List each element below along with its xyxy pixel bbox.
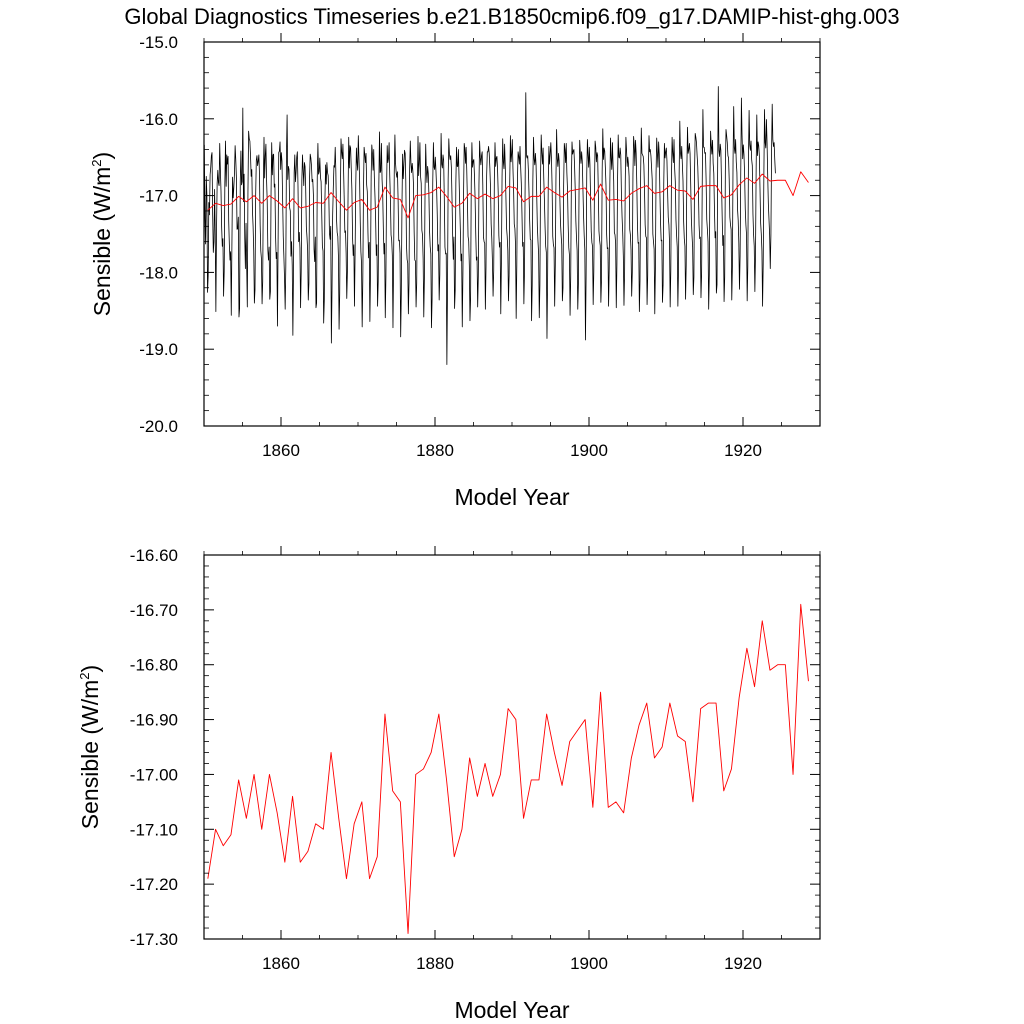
panel-top-y-tick-label: -18.0 (139, 263, 178, 282)
panel-bottom-frame (203, 554, 821, 940)
panel-top-series-group (203, 86, 809, 365)
panel-top-y-axis-label-sup: 2 (89, 159, 104, 166)
panel-top-annual-series-line (207, 171, 809, 219)
panel-top-y-tick-label: -20.0 (139, 417, 178, 436)
panel-top-y-tick-label: -16.0 (139, 110, 178, 129)
panel-bottom-y-tick-label: -16.70 (130, 601, 178, 620)
panel-top-y-tick-label: -17.0 (139, 187, 178, 206)
panel-bottom-x-axis-label: Model Year (454, 997, 569, 1023)
panel-bottom-annual-series-line (207, 603, 809, 934)
panel-bottom-y-axis-label: Sensible (W/m2) (77, 665, 103, 829)
panel-top-x-tick-label: 1880 (416, 441, 454, 460)
panel-bottom-y-tick-label: -17.00 (130, 765, 178, 784)
panel-top-frame (203, 41, 821, 427)
panel-bottom-y-tick-label: -17.10 (130, 820, 178, 839)
panel-bottom-y-tick-label: -17.20 (130, 875, 178, 894)
panel-top: 1860 1880 1900 1920 -20.0 -19.0 -18.0 -17.0 -16.… (89, 33, 821, 510)
panel-bottom: 1860 1880 1900 1920 -17.30 -17.20 -17.10 -17.00… (77, 546, 821, 1023)
panel-top-ticks-group: 1860 1880 1900 1920 -20.0 -19.0 -18.0 -17.0 -16.… (139, 33, 821, 460)
panel-bottom-y-tick-label: -16.60 (130, 546, 178, 565)
panel-top-x-tick-label: 1900 (570, 441, 608, 460)
panel-top-x-tick-label: 1920 (724, 441, 762, 460)
panel-top-x-tick-label: 1860 (262, 441, 300, 460)
panel-bottom-x-tick-label: 1880 (416, 954, 454, 973)
panel-bottom-y-axis-label-sup: 2 (77, 672, 92, 679)
panel-top-y-axis-label-close: ) (89, 152, 115, 160)
panel-bottom-y-tick-label: -16.90 (130, 711, 178, 730)
panel-bottom-series-group (207, 603, 809, 934)
panel-top-y-tick-label: -15.0 (139, 33, 178, 52)
panel-bottom-y-axis-label-main: Sensible (W/m (77, 680, 103, 830)
panel-bottom-x-tick-label: 1900 (570, 954, 608, 973)
panel-bottom-y-tick-label: -17.30 (130, 930, 178, 949)
panel-top-x-axis-label: Model Year (454, 484, 569, 510)
panel-bottom-y-tick-label: -16.80 (130, 656, 178, 675)
chart-title: Global Diagnostics Timeseries b.e21.B185… (124, 4, 899, 29)
panel-top-y-tick-label: -19.0 (139, 340, 178, 359)
panel-top-y-axis-label: Sensible (W/m2) (89, 152, 115, 316)
panel-bottom-ticks-group: 1860 1880 1900 1920 -17.30 -17.20 -17.10 -17.00… (130, 546, 821, 973)
panel-bottom-x-tick-label: 1860 (262, 954, 300, 973)
panel-bottom-y-axis-label-close: ) (77, 665, 103, 673)
panel-top-y-axis-label-main: Sensible (W/m (89, 167, 115, 317)
panel-bottom-x-tick-label: 1920 (724, 954, 762, 973)
panel-top-monthly-series-line (203, 86, 776, 365)
